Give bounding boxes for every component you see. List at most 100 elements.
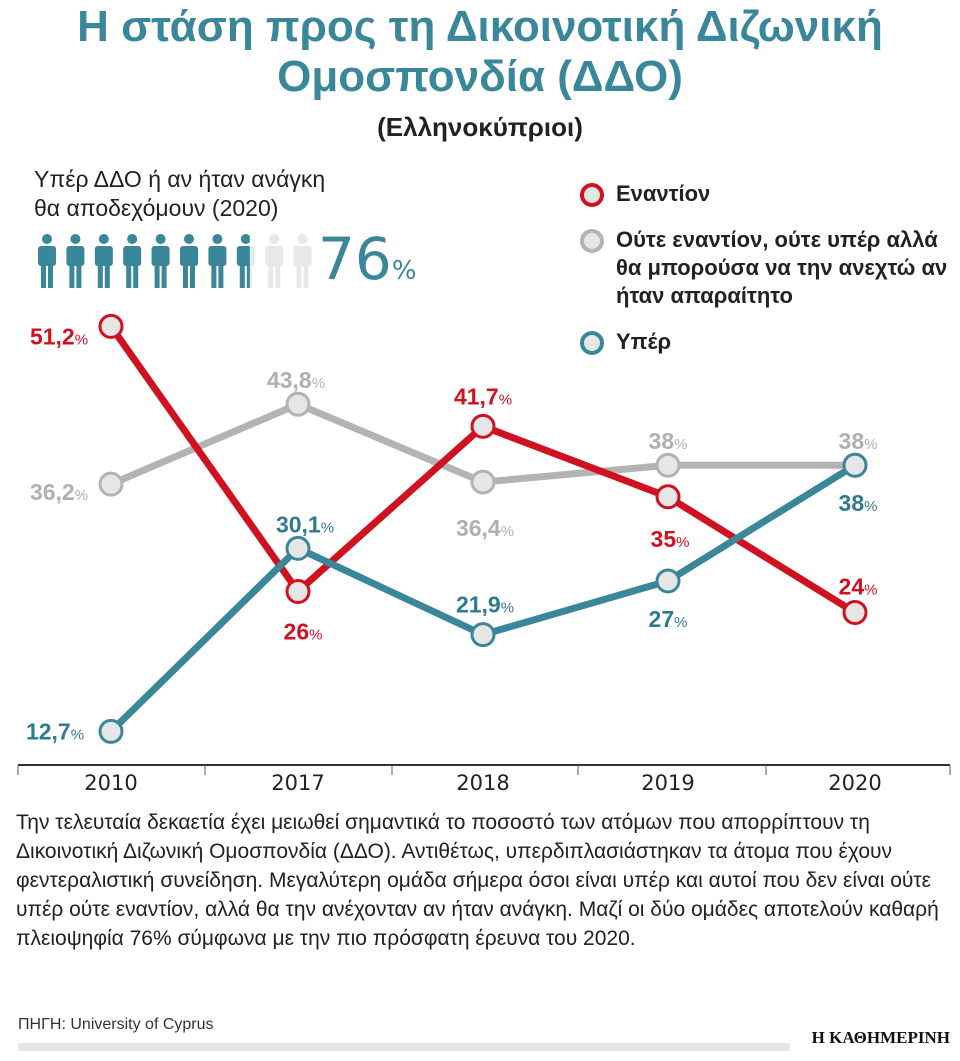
- data-label: 12,7%: [26, 718, 84, 744]
- chart-title: Η στάση προς τη Δικοινοτική Διζωνική Ομο…: [77, 2, 883, 101]
- person-leg: [154, 262, 160, 288]
- person-icon: [236, 234, 250, 288]
- person-icon: [180, 234, 198, 288]
- person-head: [240, 234, 250, 244]
- person-head: [98, 234, 109, 244]
- x-tick-label: 2018: [456, 771, 509, 795]
- data-point: [285, 578, 311, 604]
- person-icon: [123, 234, 142, 288]
- filled-people: [38, 234, 250, 288]
- data-point: [655, 568, 681, 594]
- data-label: 27%: [649, 606, 688, 632]
- data-label: 24%: [839, 574, 878, 600]
- source: ΠΗΓΗ: University of Cyprus: [18, 1016, 214, 1033]
- callout-value: 76%: [318, 225, 417, 293]
- person-head: [184, 234, 194, 244]
- brand-logo: Η ΚΑΘΗΜΕΡΙΝΗ: [811, 1028, 950, 1047]
- person-body: [151, 246, 170, 266]
- body-text: Την τελευταία δεκαετία έχει μειωθεί σημα…: [16, 811, 939, 950]
- legend-label: Εναντίον: [616, 181, 711, 206]
- person-icon: [293, 234, 312, 288]
- x-tick-label: 2010: [84, 771, 137, 795]
- legend-label: Υπέρ: [616, 329, 672, 354]
- person-body: [123, 246, 142, 266]
- line-chart: 2010 2017 2018 2019 2020 36,2% 43,8% 36,4% 38% 38…: [17, 313, 951, 795]
- data-point: [655, 484, 681, 510]
- person-leg: [76, 262, 82, 288]
- data-point: [98, 313, 124, 339]
- person-head: [127, 234, 138, 244]
- person-icon: [265, 234, 284, 288]
- divider: [18, 1043, 790, 1051]
- person-leg: [303, 262, 309, 288]
- person-body: [208, 246, 227, 266]
- person-leg: [211, 262, 217, 288]
- data-point: [285, 535, 311, 561]
- people-icons: [38, 234, 312, 288]
- legend-item-for: Υπέρ: [580, 328, 956, 356]
- person-leg: [218, 262, 224, 288]
- data-label: 30,1%: [276, 511, 334, 537]
- data-label: 41,7%: [454, 383, 512, 409]
- person-head: [155, 234, 166, 244]
- person-body: [293, 246, 312, 266]
- person-body: [66, 246, 85, 266]
- legend-marker-icon: [580, 229, 604, 253]
- person-leg: [239, 262, 245, 288]
- callout-text: Υπέρ ΔΔΟ ή αν ήταν ανάγκη θα αποδεχόμουν…: [34, 166, 326, 221]
- x-tick-label: 2019: [641, 771, 694, 795]
- x-tick-label: 2020: [828, 771, 881, 795]
- person-leg: [133, 262, 139, 288]
- person-body: [94, 246, 113, 266]
- person-leg: [275, 262, 281, 288]
- data-point: [842, 452, 868, 478]
- person-leg: [190, 262, 195, 288]
- person-leg: [161, 262, 167, 288]
- data-label: 43,8%: [267, 367, 325, 393]
- person-icon: [94, 234, 113, 288]
- person-leg: [97, 262, 103, 288]
- person-leg: [126, 262, 132, 288]
- person-icon: [66, 234, 85, 288]
- chart-subtitle: (Ελληνοκύπριοι): [377, 112, 583, 142]
- legend-item-neutral: Ούτε εναντίον, ούτε υπέρ αλλά θα μπορούσ…: [580, 226, 956, 310]
- person-icon: [151, 234, 170, 288]
- person-leg: [48, 262, 53, 288]
- data-label: 26%: [284, 618, 323, 644]
- data-label: 36,4%: [456, 515, 514, 541]
- person-leg: [183, 262, 188, 288]
- data-label: 38%: [839, 428, 878, 454]
- legend-marker-icon: [580, 183, 604, 207]
- person-leg: [268, 262, 274, 288]
- person-head: [70, 234, 81, 244]
- data-label: 38%: [649, 428, 688, 454]
- legend: Εναντίον Ούτε εναντίον, ούτε υπέρ αλλά θ…: [580, 180, 956, 374]
- person-icon: [208, 234, 227, 288]
- data-label: 51,2%: [30, 323, 88, 349]
- callout-number: 76: [318, 225, 392, 293]
- data-point: [98, 718, 124, 744]
- person-head: [212, 234, 223, 244]
- data-point: [285, 391, 311, 417]
- data-point: [98, 471, 124, 497]
- x-tick-label: 2017: [271, 771, 324, 795]
- person-leg: [246, 262, 250, 288]
- data-point: [655, 452, 681, 478]
- person-leg: [41, 262, 46, 288]
- person-body: [38, 246, 56, 266]
- person-head: [269, 234, 280, 244]
- legend-item-against: Εναντίον: [580, 180, 956, 208]
- data-point: [842, 600, 868, 626]
- person-leg: [296, 262, 302, 288]
- legend-label: Ούτε εναντίον, ούτε υπέρ αλλά θα μπορούσ…: [616, 227, 948, 308]
- person-head: [297, 234, 308, 244]
- data-label: 36,2%: [30, 479, 88, 505]
- data-label: 35%: [651, 526, 690, 552]
- person-body: [236, 246, 250, 266]
- person-icon: [38, 234, 56, 288]
- legend-marker-icon: [580, 331, 604, 355]
- data-label: 38%: [839, 490, 878, 516]
- person-leg: [69, 262, 75, 288]
- person-body: [265, 246, 284, 266]
